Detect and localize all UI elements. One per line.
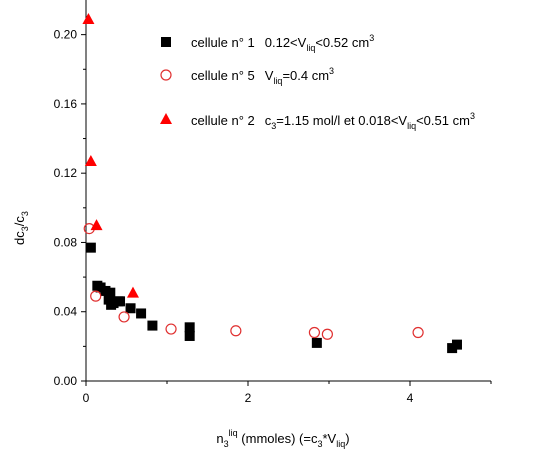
data-point-cellule-5 — [321, 328, 333, 340]
x-tick-label: 4 — [407, 391, 414, 405]
data-point-cellule-1 — [125, 303, 136, 314]
data-point-cellule-1 — [184, 322, 195, 333]
tick-marks: 0.00 0.04 0.08 0.12 0.16 0.20 0 2 4 — [54, 28, 492, 405]
data-point-cellule-2 — [126, 286, 139, 298]
data-points — [82, 13, 462, 354]
legend: cellule n° 1 0.12<Vliq<0.52 cm3 cellule n… — [160, 33, 475, 131]
y-tick-label: 0.12 — [54, 166, 78, 180]
x-tick-label: 0 — [83, 391, 90, 405]
data-point-cellule-1 — [136, 308, 147, 319]
y-tick-label: 0.20 — [54, 28, 78, 42]
data-point-cellule-1 — [85, 242, 96, 253]
plot-axes — [85, 0, 491, 382]
y-tick-label: 0.16 — [54, 97, 78, 111]
data-point-cellule-5 — [118, 311, 130, 323]
data-point-cellule-1 — [105, 287, 116, 298]
y-tick-label: 0.00 — [54, 374, 78, 388]
data-point-cellule-1 — [451, 339, 462, 350]
y-tick-label: 0.08 — [54, 235, 78, 249]
y-axis-label: dc3/c3 — [12, 211, 30, 245]
legend-entry-cellule-2: cellule n° 2 c3=1.15 mol/l et 0.018<Vliq<… — [191, 111, 475, 131]
y-tick-label: 0.04 — [54, 305, 78, 319]
legend-marker-circle — [160, 69, 172, 81]
data-point-cellule-5 — [90, 290, 102, 302]
x-axis-label: n3liq (mmoles) (=c3*Vliq) — [216, 428, 349, 449]
data-point-cellule-1 — [115, 296, 126, 307]
data-point-cellule-2 — [90, 219, 103, 231]
data-point-cellule-5 — [165, 323, 177, 335]
data-point-cellule-1 — [311, 337, 322, 348]
data-point-cellule-2 — [82, 13, 95, 25]
data-point-cellule-5 — [230, 325, 242, 337]
data-point-cellule-1 — [147, 320, 158, 331]
data-point-cellule-2 — [84, 155, 97, 167]
data-point-cellule-1 — [184, 330, 195, 341]
data-point-cellule-5 — [412, 326, 424, 339]
legend-entry-cellule-1: cellule n° 1 0.12<Vliq<0.52 cm3 — [191, 33, 374, 53]
x-tick-label: 2 — [245, 391, 252, 405]
legend-marker-triangle — [160, 113, 172, 124]
legend-entry-cellule-5: cellule n° 5 Vliq=0.4 cm3 — [191, 66, 334, 86]
data-point-cellule-5 — [308, 326, 321, 339]
legend-marker-square — [161, 37, 171, 47]
